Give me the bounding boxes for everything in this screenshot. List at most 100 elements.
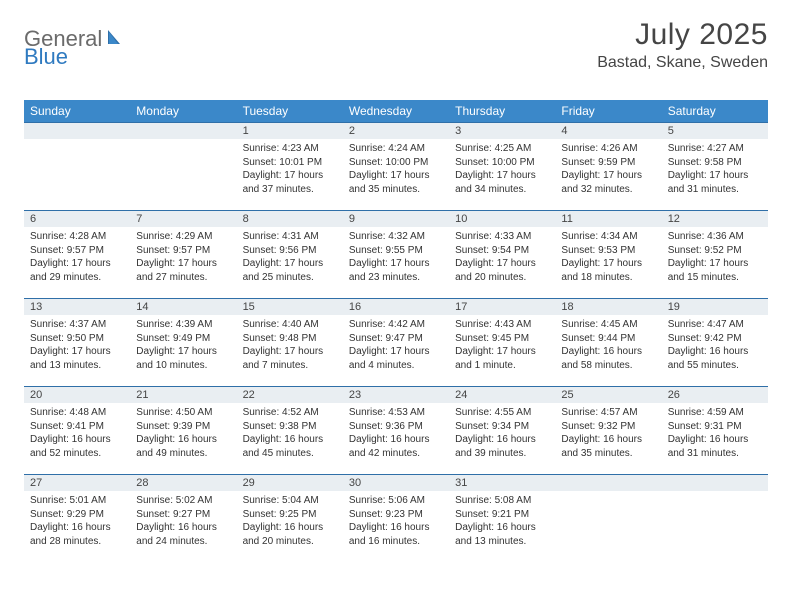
calendar-cell: 9Sunrise: 4:32 AMSunset: 9:55 PMDaylight… (343, 210, 449, 298)
sunrise-text: Sunrise: 4:32 AM (349, 230, 443, 244)
calendar-cell: 19Sunrise: 4:47 AMSunset: 9:42 PMDayligh… (662, 298, 768, 386)
sunrise-text: Sunrise: 4:53 AM (349, 406, 443, 420)
day-details: Sunrise: 4:27 AMSunset: 9:58 PMDaylight:… (662, 139, 768, 196)
day-number: 1 (237, 122, 343, 139)
sunset-text: Sunset: 9:58 PM (668, 156, 762, 170)
calendar-cell: 17Sunrise: 4:43 AMSunset: 9:45 PMDayligh… (449, 298, 555, 386)
day-number: 13 (24, 298, 130, 315)
daylight-text: Daylight: 16 hours and 20 minutes. (243, 521, 337, 548)
sunrise-text: Sunrise: 4:24 AM (349, 142, 443, 156)
daylight-text: Daylight: 16 hours and 35 minutes. (561, 433, 655, 460)
sunrise-text: Sunrise: 4:31 AM (243, 230, 337, 244)
weekday-header: Monday (130, 100, 236, 122)
logo-text-blue: Blue (24, 44, 68, 69)
calendar-week-row: 6Sunrise: 4:28 AMSunset: 9:57 PMDaylight… (24, 210, 768, 298)
sunset-text: Sunset: 9:27 PM (136, 508, 230, 522)
calendar-cell: 2Sunrise: 4:24 AMSunset: 10:00 PMDayligh… (343, 122, 449, 210)
day-number: 10 (449, 210, 555, 227)
sunset-text: Sunset: 10:00 PM (455, 156, 549, 170)
weekday-header: Wednesday (343, 100, 449, 122)
calendar-cell: 13Sunrise: 4:37 AMSunset: 9:50 PMDayligh… (24, 298, 130, 386)
day-number: 6 (24, 210, 130, 227)
sunset-text: Sunset: 9:44 PM (561, 332, 655, 346)
day-number: 21 (130, 386, 236, 403)
day-details: Sunrise: 5:06 AMSunset: 9:23 PMDaylight:… (343, 491, 449, 548)
calendar-cell: 30Sunrise: 5:06 AMSunset: 9:23 PMDayligh… (343, 474, 449, 562)
sunrise-text: Sunrise: 4:25 AM (455, 142, 549, 156)
calendar-cell: 10Sunrise: 4:33 AMSunset: 9:54 PMDayligh… (449, 210, 555, 298)
sunrise-text: Sunrise: 4:26 AM (561, 142, 655, 156)
day-number: 30 (343, 474, 449, 491)
daylight-text: Daylight: 16 hours and 58 minutes. (561, 345, 655, 372)
sunset-text: Sunset: 9:25 PM (243, 508, 337, 522)
calendar-cell: 18Sunrise: 4:45 AMSunset: 9:44 PMDayligh… (555, 298, 661, 386)
daylight-text: Daylight: 17 hours and 35 minutes. (349, 169, 443, 196)
daylight-text: Daylight: 16 hours and 13 minutes. (455, 521, 549, 548)
day-details: Sunrise: 4:33 AMSunset: 9:54 PMDaylight:… (449, 227, 555, 284)
sunset-text: Sunset: 9:34 PM (455, 420, 549, 434)
calendar-cell: 8Sunrise: 4:31 AMSunset: 9:56 PMDaylight… (237, 210, 343, 298)
sunset-text: Sunset: 9:57 PM (30, 244, 124, 258)
day-number: 2 (343, 122, 449, 139)
header: General July 2025 Bastad, Skane, Sweden (24, 18, 768, 72)
daylight-text: Daylight: 17 hours and 1 minute. (455, 345, 549, 372)
day-details: Sunrise: 4:55 AMSunset: 9:34 PMDaylight:… (449, 403, 555, 460)
calendar-cell (555, 474, 661, 562)
day-number: 4 (555, 122, 661, 139)
day-details: Sunrise: 4:25 AMSunset: 10:00 PMDaylight… (449, 139, 555, 196)
sunrise-text: Sunrise: 4:48 AM (30, 406, 124, 420)
sunset-text: Sunset: 9:47 PM (349, 332, 443, 346)
calendar-cell: 27Sunrise: 5:01 AMSunset: 9:29 PMDayligh… (24, 474, 130, 562)
calendar-cell: 20Sunrise: 4:48 AMSunset: 9:41 PMDayligh… (24, 386, 130, 474)
calendar-cell: 24Sunrise: 4:55 AMSunset: 9:34 PMDayligh… (449, 386, 555, 474)
day-number: 8 (237, 210, 343, 227)
day-number: 22 (237, 386, 343, 403)
calendar-cell: 6Sunrise: 4:28 AMSunset: 9:57 PMDaylight… (24, 210, 130, 298)
day-number: 24 (449, 386, 555, 403)
sunrise-text: Sunrise: 4:34 AM (561, 230, 655, 244)
calendar-cell: 16Sunrise: 4:42 AMSunset: 9:47 PMDayligh… (343, 298, 449, 386)
day-number: 19 (662, 298, 768, 315)
sunrise-text: Sunrise: 4:40 AM (243, 318, 337, 332)
day-number: 27 (24, 474, 130, 491)
month-title: July 2025 (597, 18, 768, 52)
daylight-text: Daylight: 16 hours and 39 minutes. (455, 433, 549, 460)
calendar-week-row: 20Sunrise: 4:48 AMSunset: 9:41 PMDayligh… (24, 386, 768, 474)
day-details: Sunrise: 4:28 AMSunset: 9:57 PMDaylight:… (24, 227, 130, 284)
sunrise-text: Sunrise: 5:06 AM (349, 494, 443, 508)
day-number: 11 (555, 210, 661, 227)
day-number: 29 (237, 474, 343, 491)
day-details: Sunrise: 4:48 AMSunset: 9:41 PMDaylight:… (24, 403, 130, 460)
day-number: 3 (449, 122, 555, 139)
daylight-text: Daylight: 16 hours and 49 minutes. (136, 433, 230, 460)
sunset-text: Sunset: 9:54 PM (455, 244, 549, 258)
sunrise-text: Sunrise: 4:47 AM (668, 318, 762, 332)
day-number: 5 (662, 122, 768, 139)
sunset-text: Sunset: 9:56 PM (243, 244, 337, 258)
day-details: Sunrise: 4:42 AMSunset: 9:47 PMDaylight:… (343, 315, 449, 372)
calendar-cell: 23Sunrise: 4:53 AMSunset: 9:36 PMDayligh… (343, 386, 449, 474)
daylight-text: Daylight: 17 hours and 13 minutes. (30, 345, 124, 372)
calendar-week-row: 13Sunrise: 4:37 AMSunset: 9:50 PMDayligh… (24, 298, 768, 386)
day-details: Sunrise: 4:29 AMSunset: 9:57 PMDaylight:… (130, 227, 236, 284)
day-details: Sunrise: 4:40 AMSunset: 9:48 PMDaylight:… (237, 315, 343, 372)
calendar-cell: 4 Sunrise: 4:26 AMSunset: 9:59 PMDaylight… (555, 122, 661, 210)
day-details: Sunrise: 4:37 AMSunset: 9:50 PMDaylight:… (24, 315, 130, 372)
day-details: Sunrise: 4:24 AMSunset: 10:00 PMDaylight… (343, 139, 449, 196)
sunset-text: Sunset: 9:49 PM (136, 332, 230, 346)
sunrise-text: Sunrise: 4:36 AM (668, 230, 762, 244)
day-details: Sunrise: 4:36 AMSunset: 9:52 PMDaylight:… (662, 227, 768, 284)
sunrise-text: Sunrise: 4:39 AM (136, 318, 230, 332)
day-number: 12 (662, 210, 768, 227)
sunset-text: Sunset: 9:59 PM (561, 156, 655, 170)
sunrise-text: Sunrise: 5:08 AM (455, 494, 549, 508)
day-details: Sunrise: 4:47 AMSunset: 9:42 PMDaylight:… (662, 315, 768, 372)
day-details: Sunrise: 5:04 AMSunset: 9:25 PMDaylight:… (237, 491, 343, 548)
calendar-cell: 29Sunrise: 5:04 AMSunset: 9:25 PMDayligh… (237, 474, 343, 562)
daylight-text: Daylight: 17 hours and 32 minutes. (561, 169, 655, 196)
page: General July 2025 Bastad, Skane, Sweden … (0, 0, 792, 562)
day-number: 15 (237, 298, 343, 315)
daylight-text: Daylight: 17 hours and 7 minutes. (243, 345, 337, 372)
sunrise-text: Sunrise: 4:28 AM (30, 230, 124, 244)
day-number: 20 (24, 386, 130, 403)
